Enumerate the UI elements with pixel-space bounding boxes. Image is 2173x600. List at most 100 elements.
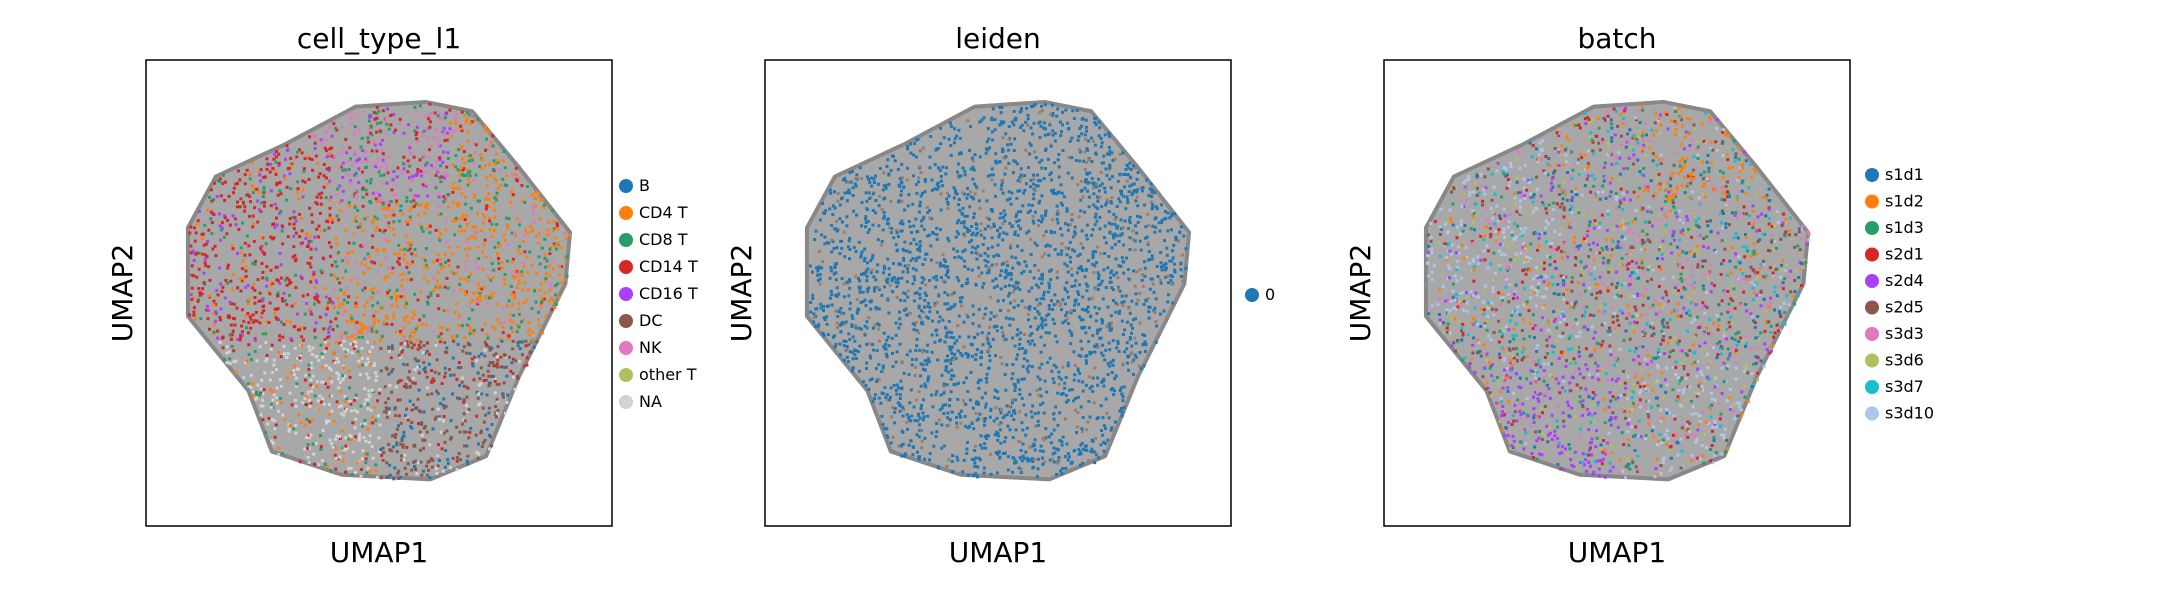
point [404, 162, 408, 166]
point [1075, 108, 1079, 112]
point [1119, 189, 1123, 193]
point [848, 257, 851, 261]
point [303, 447, 307, 451]
point [996, 452, 1000, 456]
point [948, 347, 952, 351]
point [1067, 322, 1070, 326]
point [390, 272, 394, 276]
point [851, 369, 855, 372]
point [900, 454, 904, 458]
point [484, 295, 488, 299]
point [381, 446, 385, 450]
point [1063, 262, 1067, 266]
point [913, 142, 917, 145]
point [939, 208, 943, 212]
point [1011, 456, 1015, 460]
point [478, 298, 482, 302]
point [364, 157, 368, 161]
point [921, 411, 925, 415]
point [494, 179, 498, 183]
point [466, 177, 470, 181]
point [1072, 350, 1076, 354]
point [345, 446, 349, 450]
point [1143, 266, 1147, 270]
point [361, 229, 365, 233]
point [461, 213, 465, 217]
point [860, 201, 864, 204]
point [1153, 306, 1157, 310]
point [1122, 300, 1126, 304]
point [367, 267, 371, 271]
point [392, 213, 396, 217]
point [861, 300, 865, 304]
point [1079, 242, 1083, 246]
point [1044, 331, 1048, 335]
point [218, 180, 222, 184]
point [1093, 264, 1097, 268]
point [871, 399, 875, 403]
point [232, 273, 236, 277]
point [254, 259, 257, 263]
point [232, 360, 236, 364]
point [242, 202, 246, 206]
point [454, 111, 458, 115]
point [1065, 400, 1068, 404]
point [234, 182, 238, 186]
point [479, 431, 483, 435]
point [1088, 352, 1092, 356]
point [241, 259, 245, 263]
point [955, 455, 959, 459]
point [357, 359, 361, 363]
point [247, 302, 250, 306]
point [520, 184, 524, 187]
point [835, 325, 839, 329]
point [834, 309, 838, 313]
point [846, 245, 850, 249]
point [412, 460, 416, 464]
point [1033, 150, 1037, 154]
point [886, 335, 890, 339]
point [1033, 241, 1037, 245]
point [501, 306, 505, 310]
point [314, 154, 318, 158]
point [1113, 157, 1117, 161]
point [438, 158, 442, 161]
point [244, 264, 248, 268]
point [405, 341, 408, 345]
point [996, 228, 1000, 232]
point [1086, 284, 1090, 288]
point [196, 298, 200, 302]
point [941, 403, 945, 407]
point [273, 152, 276, 156]
point [826, 241, 829, 245]
point [384, 275, 388, 279]
point [975, 227, 979, 230]
point [375, 161, 379, 165]
point [926, 234, 929, 238]
point [358, 353, 362, 357]
point [1010, 120, 1014, 124]
point [486, 303, 490, 307]
point [392, 233, 396, 237]
point [349, 278, 353, 282]
point [465, 120, 468, 124]
point [1106, 362, 1110, 366]
point [991, 338, 995, 341]
point [1133, 353, 1137, 357]
point [311, 168, 315, 172]
point [481, 267, 485, 271]
point [1146, 212, 1150, 216]
point [485, 393, 489, 397]
point [368, 133, 371, 137]
point [450, 135, 454, 138]
point [464, 430, 468, 434]
point [242, 319, 246, 323]
point [296, 367, 300, 371]
point [854, 249, 858, 253]
point [532, 345, 536, 349]
point [952, 383, 956, 387]
point [959, 421, 963, 425]
point [269, 204, 273, 208]
point [966, 441, 969, 445]
point [367, 440, 371, 444]
